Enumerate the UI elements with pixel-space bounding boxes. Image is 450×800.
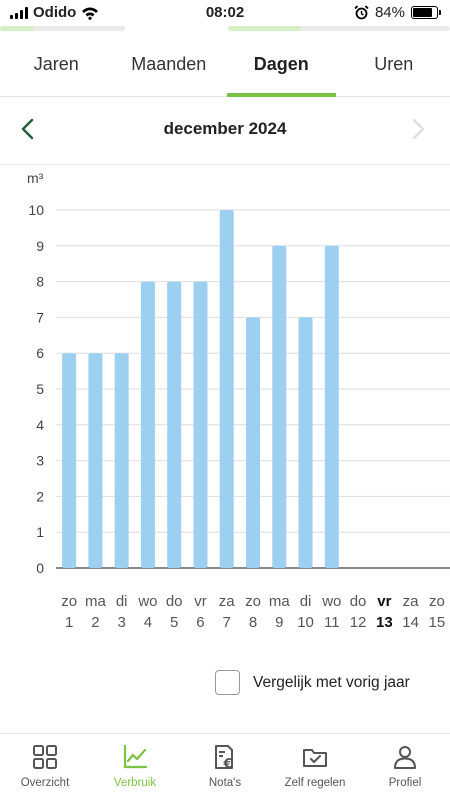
usage-bar-chart: m³012345678910zo1ma2di3wo4do5vr6za7zo8ma… <box>27 170 450 631</box>
y-tick-label: 7 <box>36 309 44 325</box>
bar-day-8[interactable] <box>246 317 260 568</box>
compare-previous-year[interactable]: Vergelijk met vorig jaar <box>215 670 410 695</box>
chart-icon <box>123 744 148 769</box>
x-weekday-label: wo <box>137 593 157 610</box>
carrier-name: Odido <box>33 4 77 21</box>
nav-label: Verbruik <box>113 777 157 789</box>
y-tick-label: 3 <box>36 453 44 469</box>
x-day-label: 2 <box>91 614 99 631</box>
x-day-label: 13 <box>376 614 393 631</box>
x-weekday-label: zo <box>61 593 77 610</box>
usage-chart: m³ 0 1 2 3 4 5 6 7 8 9 10 zo 1 ma 2 di 3 wo 4 do 5 vr 6 za 7 zo 8 ma… <box>0 165 450 640</box>
y-unit-label: m³ <box>27 170 44 186</box>
y-tick-label: 1 <box>36 524 44 540</box>
bar-day-7[interactable] <box>219 210 234 568</box>
period-tabs: Jaren Maanden Dagen Uren <box>0 31 450 97</box>
y-tick-label: 6 <box>36 345 44 361</box>
x-day-label: 1 <box>65 614 73 631</box>
bar-day-10[interactable] <box>298 317 313 568</box>
bar-day-3[interactable] <box>114 353 129 568</box>
tab-jaren[interactable]: Jaren <box>33 54 79 74</box>
y-tick-label: 0 <box>36 560 44 576</box>
y-tick-label: 10 <box>28 202 44 218</box>
x-day-label: 15 <box>429 614 446 631</box>
y-tick-label: 9 <box>36 238 44 254</box>
x-day-label: 14 <box>402 614 419 631</box>
nav-verbruik[interactable]: Verbruik <box>90 734 180 800</box>
x-weekday-label: za <box>219 593 236 610</box>
person-icon <box>394 746 416 769</box>
nav-profiel[interactable]: Profiel <box>360 734 450 800</box>
y-tick-label: 5 <box>36 381 44 397</box>
bar-day-6[interactable] <box>193 281 208 568</box>
x-weekday-label: di <box>300 593 312 610</box>
grid-icon <box>33 745 57 769</box>
x-weekday-label: vr <box>377 593 391 610</box>
x-day-label: 6 <box>196 614 204 631</box>
x-day-label: 7 <box>223 614 231 631</box>
nav-label: Nota's <box>208 777 242 789</box>
status-time: 08:02 <box>205 4 245 21</box>
x-day-label: 5 <box>170 614 178 631</box>
nav-zelf-regelen[interactable]: Zelf regelen <box>270 734 360 800</box>
tab-maanden[interactable]: Maanden <box>131 54 207 74</box>
month-navigation: december 2024 <box>0 97 450 165</box>
x-weekday-label: di <box>116 593 128 610</box>
bar-day-11[interactable] <box>324 245 339 569</box>
y-tick-label: 8 <box>36 274 44 290</box>
signal-icon <box>10 6 28 19</box>
tab-uren[interactable]: Uren <box>374 54 414 74</box>
bar-day-4[interactable] <box>140 281 155 568</box>
status-bar: Odido 08:02 84% <box>0 0 450 26</box>
nav-label: Overzicht <box>20 777 70 789</box>
battery-percentage: 84% <box>374 4 405 21</box>
tab-dagen[interactable]: Dagen <box>225 31 338 97</box>
nav-label: Profiel <box>388 777 422 789</box>
x-day-label: 9 <box>275 614 283 631</box>
x-weekday-label: ma <box>85 593 106 610</box>
bar-day-1[interactable] <box>62 353 77 568</box>
progress-strip-left <box>0 26 125 31</box>
x-day-label: 8 <box>249 614 257 631</box>
wifi-icon <box>82 7 99 20</box>
x-weekday-label: do <box>350 593 367 610</box>
status-left: Odido <box>10 4 99 21</box>
bar-day-9[interactable] <box>272 245 287 569</box>
x-weekday-label: zo <box>429 593 445 610</box>
x-weekday-label: zo <box>245 593 261 610</box>
chevron-right-icon <box>412 118 425 140</box>
x-weekday-label: wo <box>321 593 341 610</box>
x-weekday-label: do <box>166 593 183 610</box>
chevron-left-icon[interactable] <box>14 115 42 143</box>
month-title: december 2024 <box>163 119 287 138</box>
progress-strips <box>0 26 450 31</box>
x-weekday-label: za <box>403 593 420 610</box>
status-right: 84% <box>354 4 441 21</box>
y-tick-label: 4 <box>36 417 44 433</box>
x-day-label: 4 <box>144 614 152 631</box>
invoice-icon: € <box>215 745 233 771</box>
x-day-label: 10 <box>297 614 314 631</box>
nav-notas[interactable]: € Nota's <box>180 734 270 800</box>
x-day-label: 12 <box>350 614 367 631</box>
nav-overzicht[interactable]: Overzicht <box>0 734 90 800</box>
progress-strip-right <box>228 26 450 31</box>
bottom-navigation: Overzicht Verbruik € Nota's Zelf regelen… <box>0 733 450 800</box>
x-weekday-label: ma <box>269 593 290 610</box>
alarm-icon <box>354 5 369 20</box>
compare-checkbox[interactable] <box>215 670 240 695</box>
bar-day-2[interactable] <box>88 353 103 568</box>
x-weekday-label: vr <box>194 593 207 610</box>
nav-label: Zelf regelen <box>284 777 346 789</box>
compare-label: Vergelijk met vorig jaar <box>253 673 410 691</box>
x-day-label: 3 <box>117 614 125 631</box>
battery-icon <box>411 6 441 19</box>
y-tick-label: 2 <box>36 488 44 504</box>
bar-day-5[interactable] <box>167 281 182 568</box>
x-day-label: 11 <box>324 614 340 631</box>
folder-check-icon <box>303 749 327 767</box>
svg-text:€: € <box>223 757 233 771</box>
